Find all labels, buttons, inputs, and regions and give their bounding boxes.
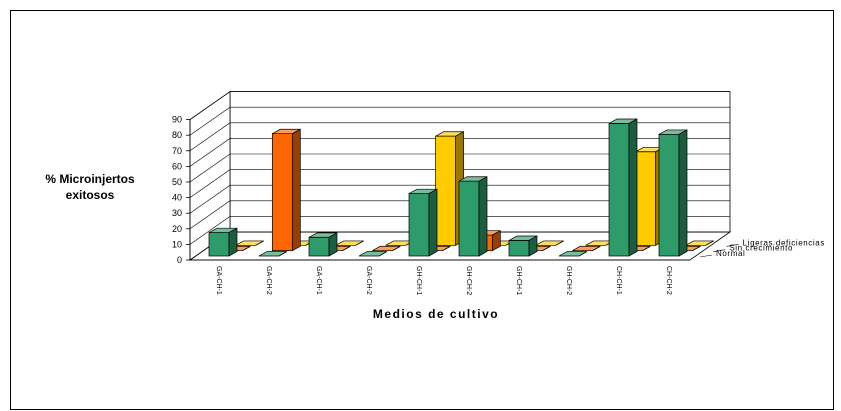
bar-side [555, 240, 564, 246]
bar [508, 235, 538, 257]
bar [658, 129, 688, 257]
category-label: GH-CH-1 [415, 266, 422, 295]
bar-front [608, 123, 630, 257]
bar-front [458, 180, 480, 257]
bar-side [278, 251, 288, 257]
category-label: GA-CH-2 [265, 266, 272, 295]
bar-side [642, 245, 651, 251]
y-tick-label: 10 [172, 239, 182, 249]
bar-side [355, 240, 364, 246]
category-label: GH-CH-1 [515, 266, 522, 295]
bar-side [442, 245, 451, 251]
bar-side [542, 245, 551, 251]
gridline-side [189, 122, 231, 152]
y-axis-ticks: 0 10 20 30 40 50 60 70 80 90 [172, 115, 690, 265]
bar [535, 240, 564, 246]
bar [208, 227, 238, 257]
category-label: GA-CH-1 [215, 266, 222, 295]
series-label: Normal [716, 249, 745, 258]
gridline-side [189, 184, 231, 214]
category-labels: GA-CH-1 GA-CH-2 GA-CH-1 GA-CH-2 GH-CH-1 GH-CH… [215, 266, 672, 295]
bar [235, 240, 264, 246]
y-tick-label: 60 [172, 161, 182, 171]
gridline-side [189, 200, 231, 230]
bar-side [478, 176, 488, 257]
x-axis-title: Medios de cultivo [373, 307, 499, 321]
y-tick-label: 50 [172, 177, 182, 187]
y-tick-label: 40 [172, 193, 182, 203]
bar-front [308, 236, 330, 257]
bar-front [508, 240, 530, 257]
bar [608, 118, 638, 257]
category-label: GA-CH-2 [365, 266, 372, 295]
y-axis-title-line1: % Microinjertos [45, 172, 135, 186]
bar-front [408, 193, 430, 257]
y-axis-title-line2: exitosos [66, 188, 115, 202]
gridline-side [189, 169, 231, 198]
bar-side [692, 245, 701, 251]
y-tick-label: 70 [172, 146, 182, 156]
category-label: CH-CH-1 [615, 266, 622, 295]
bar [258, 251, 288, 257]
gridline-side [189, 216, 231, 245]
bar-side [392, 245, 401, 251]
series-label: Ligeras deficiencias [743, 238, 825, 247]
bar-side [255, 240, 264, 246]
bar-side [242, 245, 251, 251]
bar [458, 176, 488, 257]
category-label: GA-CH-1 [315, 266, 322, 295]
series-label-leader [699, 254, 713, 258]
series-label: Sin crecimiento [729, 244, 793, 253]
bar-side [528, 235, 538, 257]
gridline-side [189, 138, 231, 167]
bar [372, 245, 401, 252]
bar [558, 251, 588, 257]
bar-front [208, 232, 230, 257]
bar [335, 240, 364, 246]
series-label-leader [713, 249, 726, 252]
gridline-side [189, 91, 231, 120]
series-label-leader [726, 244, 739, 247]
bar-side [342, 245, 351, 251]
bar-side [228, 227, 238, 257]
bar-side [428, 188, 438, 257]
bar-front [658, 133, 680, 257]
bar-side [678, 129, 688, 257]
bar-side [291, 128, 301, 252]
bar [408, 188, 438, 257]
y-tick-label: 90 [172, 115, 182, 125]
bar [271, 128, 301, 252]
bar-side [628, 118, 638, 257]
bar-front [271, 133, 293, 252]
bar-front [635, 151, 657, 246]
bar-side [705, 240, 714, 246]
bar-front [435, 135, 457, 246]
bar [685, 240, 714, 246]
gridline-side [189, 106, 231, 136]
bar [308, 232, 338, 257]
category-label: CH-CH-2 [665, 266, 672, 295]
y-tick-label: 20 [172, 224, 182, 234]
bar [358, 251, 388, 257]
category-label: GH-CH-2 [565, 266, 572, 295]
bar-side [491, 230, 501, 252]
bar-side [378, 251, 388, 257]
bars-layer [208, 118, 714, 257]
y-tick-label: 80 [172, 130, 182, 140]
bar-side [578, 251, 588, 257]
bar-side [592, 245, 601, 251]
gridline-side [189, 153, 231, 183]
y-tick-label: 30 [172, 208, 182, 218]
category-label: GH-CH-2 [465, 266, 472, 295]
bar [572, 245, 601, 252]
y-tick-label: 0 [177, 255, 182, 265]
bar-side [328, 232, 338, 257]
